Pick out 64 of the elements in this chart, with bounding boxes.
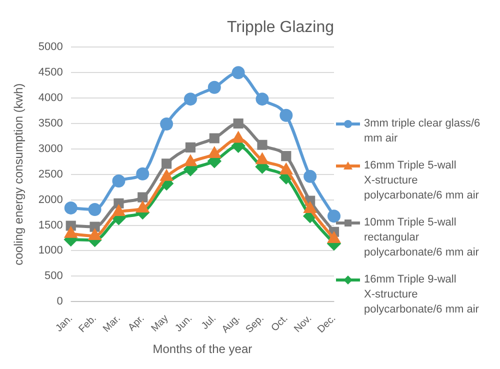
- point: [209, 133, 220, 144]
- point: [184, 156, 196, 166]
- x-tick-label: Mar.: [101, 313, 123, 335]
- y-tick-label: 4500: [38, 66, 63, 79]
- point: [256, 92, 269, 106]
- point: [66, 220, 76, 231]
- x-tick-label: Jul.: [200, 313, 218, 332]
- point: [280, 108, 293, 122]
- point: [328, 210, 340, 223]
- y-tick-label: 2000: [38, 194, 63, 206]
- legend-label: 16mm Triple 9-wall X-structure polycarbonate/6 mm air: [364, 274, 480, 316]
- point: [136, 167, 150, 180]
- point: [281, 151, 292, 162]
- point: [114, 198, 124, 208]
- point: [90, 222, 100, 232]
- x-tick-label: Jan.: [54, 313, 75, 334]
- x-tick-label: May: [149, 313, 171, 334]
- x-axis-title: Months of the year: [152, 342, 252, 356]
- y-tick-label: 3000: [38, 142, 63, 155]
- point: [280, 164, 292, 174]
- point: [64, 201, 78, 214]
- point: [304, 170, 317, 183]
- y-tick-label: 4000: [38, 92, 63, 104]
- point: [160, 170, 172, 181]
- point: [138, 192, 148, 202]
- point: [112, 174, 126, 188]
- legend-label: 3mm triple clear glass/6 mm air: [364, 118, 480, 145]
- y-tick-label: 1000: [38, 244, 63, 257]
- point: [328, 232, 340, 243]
- point: [208, 148, 220, 158]
- x-tick-label: Aug.: [220, 313, 242, 336]
- point: [304, 202, 316, 213]
- point: [208, 80, 221, 94]
- point: [162, 158, 172, 169]
- y-tick-label: 5000: [38, 41, 63, 54]
- x-tick-label: Dec.: [316, 313, 338, 336]
- x-tick-label: Feb.: [76, 313, 99, 336]
- point: [233, 118, 244, 129]
- point: [136, 202, 148, 212]
- chart-title: Tripple Glazing: [226, 19, 334, 36]
- y-tick-label: 2500: [38, 168, 63, 180]
- x-tick-label: Oct.: [269, 313, 290, 334]
- point: [185, 142, 196, 152]
- point: [232, 66, 245, 80]
- point: [257, 140, 268, 150]
- point: [65, 227, 77, 238]
- point: [88, 229, 101, 240]
- y-tick-label: 500: [44, 270, 63, 282]
- point: [112, 206, 125, 216]
- legend-label: 16mm Triple 5-wall X-structure polycarbonate/6 mm air: [364, 160, 480, 202]
- point: [160, 118, 174, 131]
- point: [88, 202, 102, 216]
- y-axis-title: cooling energy consumption (kwh): [12, 83, 26, 266]
- x-tick-label: Jun.: [173, 313, 195, 334]
- point: [184, 92, 197, 106]
- point: [256, 154, 268, 164]
- x-tick-label: Sep.: [244, 313, 266, 336]
- legend-label: 10mm Triple 5-wall rectangular polycarbonate/6 mm air: [364, 216, 480, 259]
- point: [232, 132, 244, 143]
- y-tick-label: 3500: [38, 118, 63, 130]
- y-tick-label: 0: [56, 296, 63, 308]
- y-tick-label: 1500: [38, 219, 63, 232]
- x-tick-label: Apr.: [126, 313, 147, 334]
- x-tick-label: Nov.: [292, 313, 314, 335]
